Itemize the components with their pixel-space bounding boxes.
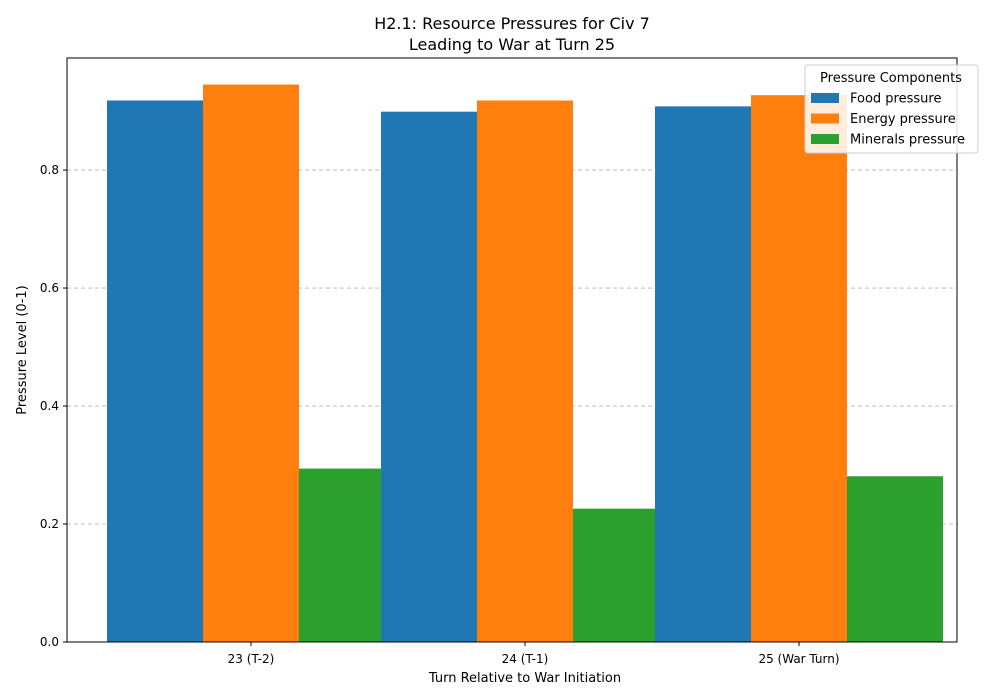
chart-title-line-2: Leading to War at Turn 25 [409, 35, 615, 54]
bar-energy-pressure [751, 95, 847, 642]
y-tick-label: 0.6 [40, 281, 59, 295]
x-axis-label: Turn Relative to War Initiation [428, 671, 621, 686]
bar-energy-pressure [477, 100, 573, 643]
legend-label: Energy pressure [850, 112, 956, 127]
x-tick-label: 24 (T-1) [502, 652, 549, 666]
bar-food-pressure [107, 100, 203, 643]
y-tick-label: 0.0 [40, 635, 59, 649]
bar-minerals-pressure [299, 468, 395, 642]
x-tick-label: 25 (War Turn) [758, 652, 839, 666]
bar-energy-pressure [203, 84, 299, 642]
bars-layer [107, 84, 943, 643]
x-tick-label: 23 (T-2) [228, 652, 275, 666]
y-tick-label: 0.4 [40, 399, 59, 413]
legend-label: Minerals pressure [850, 133, 965, 148]
legend: Pressure Components Food pressure Energy … [804, 64, 979, 154]
legend-swatch [811, 134, 839, 144]
legend-swatch [811, 113, 839, 124]
bar-food-pressure [381, 111, 477, 643]
legend-box [804, 64, 979, 154]
y-tick-label: 0.8 [40, 163, 59, 177]
bar-minerals-pressure [573, 508, 669, 642]
bar-food-pressure [655, 106, 751, 643]
y-axis-label: Pressure Level (0-1) [15, 285, 30, 414]
x-axis: 23 (T-2) 24 (T-1) 25 (War Turn) [228, 642, 840, 666]
legend-label: Food pressure [850, 92, 941, 107]
y-axis: 0.0 0.2 0.4 0.6 0.8 [40, 163, 67, 649]
legend-swatch [811, 93, 839, 103]
legend-title: Pressure Components [820, 71, 962, 86]
legend-items: Food pressure Energy pressure Minerals pre… [811, 92, 965, 148]
bar-minerals-pressure [847, 476, 943, 642]
chart-title-line-1: H2.1: Resource Pressures for Civ 7 [374, 14, 650, 33]
y-tick-label: 0.2 [40, 517, 59, 531]
plot-frame [66, 57, 958, 643]
